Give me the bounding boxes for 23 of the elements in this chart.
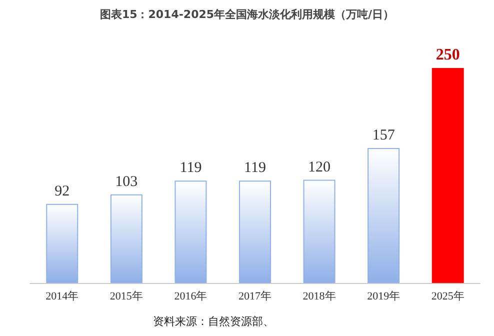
data-label: 119 xyxy=(180,160,202,176)
bar xyxy=(46,204,78,283)
x-tick-label: 2018年 xyxy=(302,290,336,302)
bar xyxy=(174,180,207,283)
bar xyxy=(303,180,336,283)
x-tick-label: 2014年 xyxy=(46,290,79,302)
chart-title: 图表15：2014-2025年全国海水淡化利用规模（万吨/日） xyxy=(100,8,394,21)
bar xyxy=(110,194,142,283)
x-tick-label: 2015年 xyxy=(110,290,143,302)
x-tick-label: 2019年 xyxy=(367,290,400,302)
data-label: 120 xyxy=(308,159,331,176)
x-tick-label: 2016年 xyxy=(174,290,208,302)
data-label: 250 xyxy=(436,46,460,64)
bar xyxy=(432,68,464,283)
text: 资料来源：自然资源部、 xyxy=(153,315,274,328)
x-tick-label: 2025年 xyxy=(431,290,464,302)
data-label: 157 xyxy=(372,127,396,144)
bar xyxy=(368,148,400,283)
data-label: 103 xyxy=(115,174,138,190)
x-tick-label: 2017年 xyxy=(238,290,272,302)
data-label: 92 xyxy=(54,183,70,200)
data-label: 119 xyxy=(244,160,266,176)
bar xyxy=(239,180,271,283)
